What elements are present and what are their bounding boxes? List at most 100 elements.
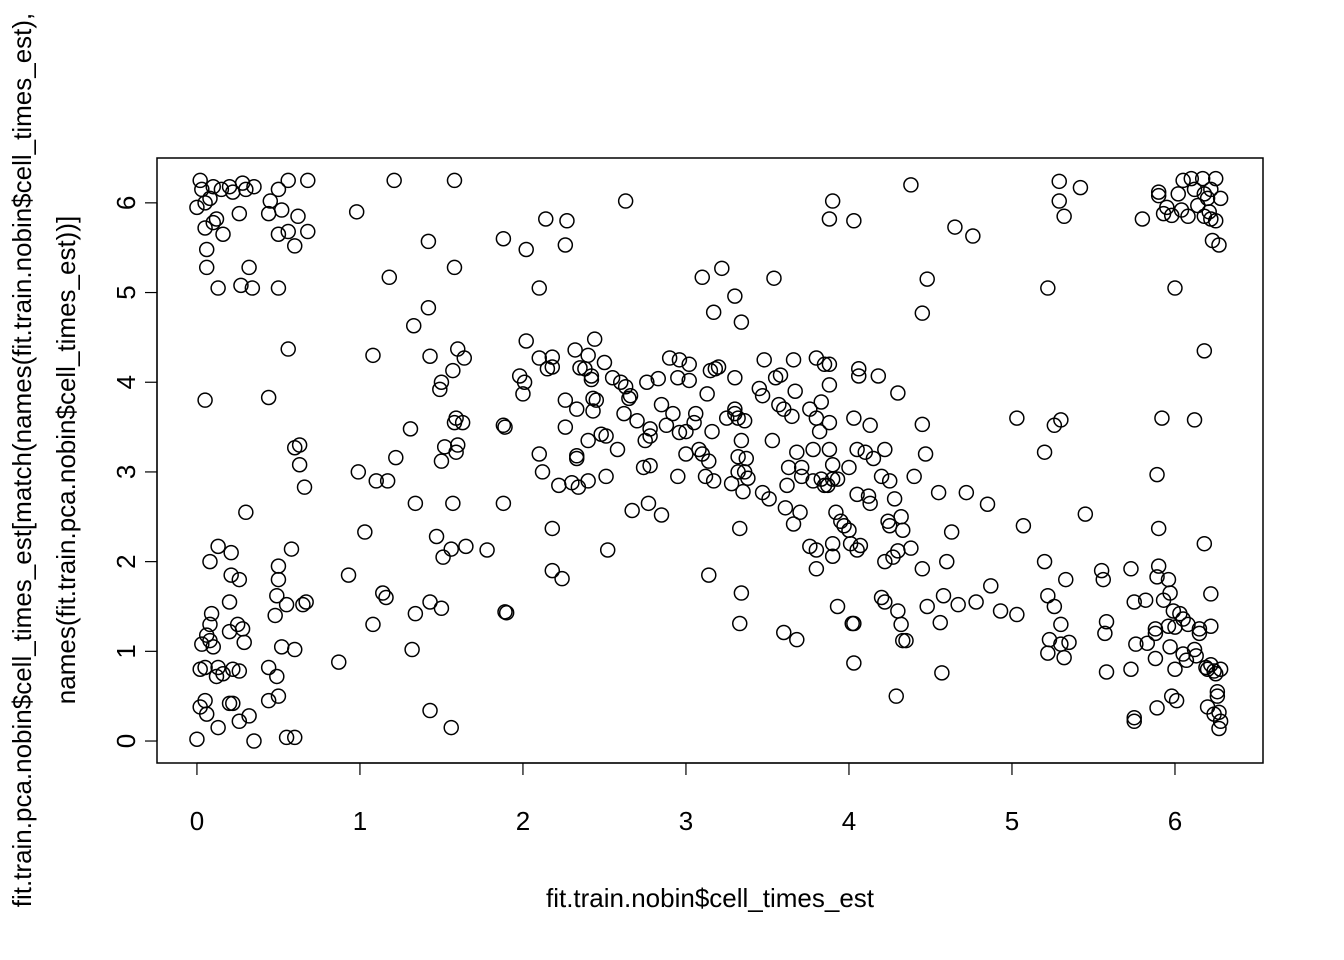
point	[1178, 652, 1195, 669]
point	[849, 542, 865, 558]
point	[792, 504, 808, 521]
point	[280, 172, 296, 189]
point	[1126, 594, 1142, 610]
point	[278, 729, 295, 746]
point	[1209, 683, 1226, 700]
point	[665, 405, 681, 422]
point	[1095, 571, 1112, 588]
point	[350, 464, 367, 480]
point	[202, 553, 218, 570]
point	[1150, 184, 1167, 200]
point	[906, 468, 922, 485]
point	[890, 603, 906, 619]
x-tick-label: 6	[1168, 806, 1182, 836]
point	[260, 389, 277, 406]
point	[210, 719, 226, 736]
point	[357, 524, 373, 540]
point	[1150, 520, 1167, 537]
point	[890, 385, 906, 401]
y-tick-label: 1	[111, 644, 141, 658]
point	[544, 359, 561, 375]
point	[730, 448, 746, 465]
point	[678, 446, 694, 462]
point	[1162, 585, 1178, 601]
point	[873, 589, 890, 606]
point	[1167, 280, 1183, 296]
point	[862, 417, 878, 434]
point	[270, 571, 287, 588]
point	[919, 598, 935, 615]
point	[233, 277, 249, 294]
y-axis-label: fit.train.pca.nobin$cell_times_est[match…	[7, 13, 37, 908]
point	[1093, 562, 1110, 579]
point	[714, 260, 730, 277]
point	[280, 341, 296, 357]
point	[1199, 190, 1216, 207]
point	[273, 639, 290, 655]
point	[225, 661, 241, 678]
point	[221, 594, 238, 610]
point	[192, 172, 208, 189]
point	[236, 634, 252, 651]
point	[244, 280, 261, 296]
point	[1149, 700, 1165, 716]
point	[286, 729, 303, 746]
point	[681, 372, 697, 389]
point	[1203, 586, 1219, 602]
point	[583, 368, 600, 384]
y-tick-label: 5	[111, 285, 141, 299]
point	[836, 518, 852, 534]
point	[821, 441, 838, 458]
point	[903, 540, 919, 556]
point	[586, 331, 603, 347]
point	[950, 596, 966, 613]
point	[776, 624, 792, 641]
point	[1149, 466, 1165, 483]
point	[580, 432, 596, 449]
y-tick-label: 0	[111, 734, 141, 748]
point	[617, 193, 634, 209]
point	[449, 437, 466, 453]
point	[554, 570, 570, 587]
point	[738, 450, 755, 467]
point	[446, 172, 463, 189]
point	[231, 663, 248, 679]
point	[947, 219, 963, 235]
point	[992, 603, 1009, 619]
point	[914, 305, 931, 321]
point	[787, 383, 803, 399]
point	[208, 668, 225, 685]
point	[598, 468, 614, 485]
point	[1162, 639, 1178, 655]
point	[754, 387, 771, 404]
point	[516, 374, 533, 390]
point	[246, 178, 262, 195]
point	[965, 228, 981, 244]
point	[694, 269, 711, 286]
point	[914, 416, 931, 433]
point	[609, 441, 626, 458]
point	[1036, 553, 1053, 570]
point	[433, 453, 450, 469]
point	[670, 468, 686, 485]
y-tick-label: 2	[111, 554, 141, 568]
point	[640, 495, 657, 512]
point	[1212, 713, 1229, 730]
x-tick-label: 1	[353, 806, 367, 836]
point	[881, 473, 898, 489]
point	[273, 202, 290, 218]
y-tick-label: 3	[111, 465, 141, 479]
point	[290, 208, 306, 225]
point	[1159, 199, 1175, 216]
point	[331, 654, 347, 670]
point	[919, 271, 935, 287]
point	[445, 362, 461, 379]
point	[1147, 625, 1164, 642]
point	[231, 713, 248, 730]
point	[939, 553, 955, 570]
point	[870, 368, 887, 384]
point	[935, 587, 952, 604]
point	[300, 172, 316, 189]
point	[518, 241, 534, 258]
point	[280, 223, 296, 240]
